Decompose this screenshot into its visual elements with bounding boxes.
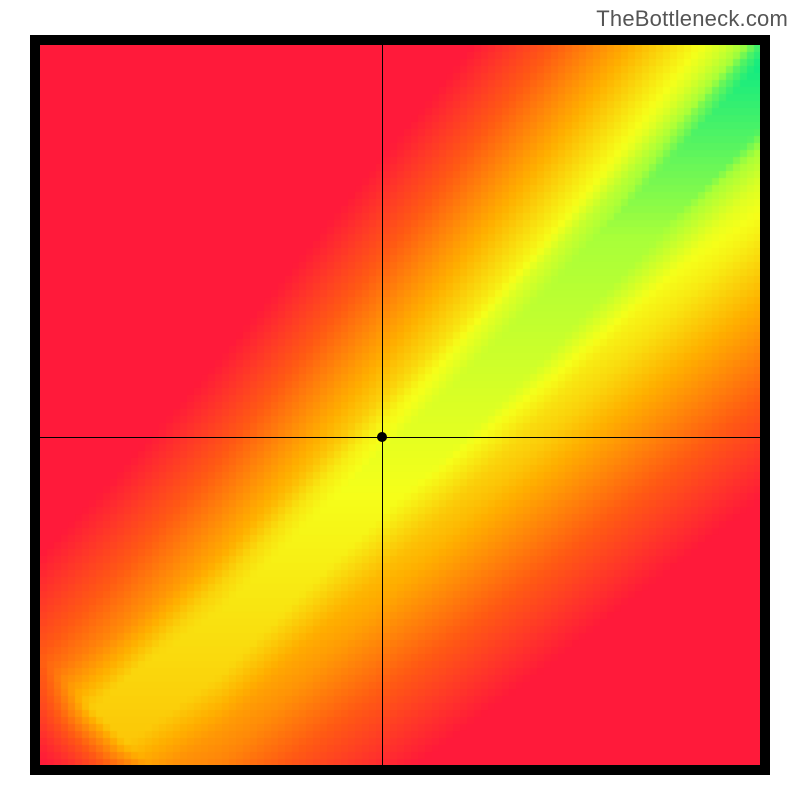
plot-area [40,45,760,765]
crosshair-horizontal [40,437,760,438]
crosshair-marker [377,432,387,442]
plot-frame [30,35,770,775]
heatmap-canvas [40,45,760,765]
watermark-text: TheBottleneck.com [596,6,788,32]
crosshair-vertical [382,45,383,765]
